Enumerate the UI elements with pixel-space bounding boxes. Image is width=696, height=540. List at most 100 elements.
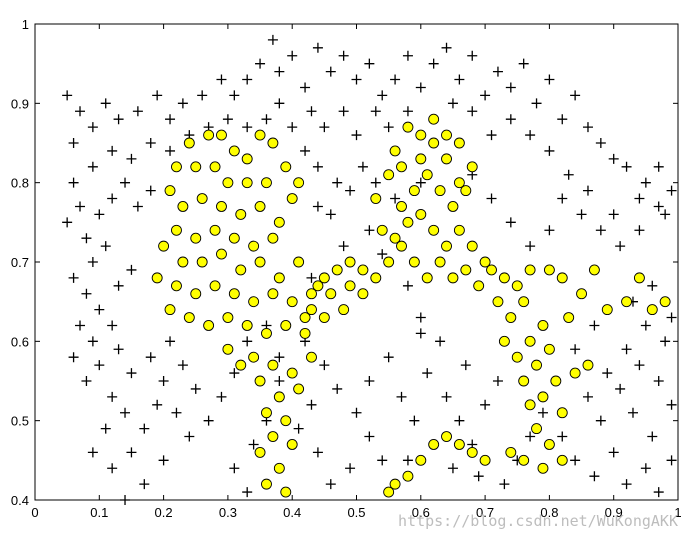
circle-point [429, 225, 439, 235]
circle-point [519, 455, 529, 465]
circle-point [287, 439, 297, 449]
circle-point [454, 225, 464, 235]
circle-point [210, 225, 220, 235]
circle-point [461, 265, 471, 275]
circle-point [377, 225, 387, 235]
x-tick-label: 0.5 [347, 505, 365, 520]
circle-point [281, 416, 291, 426]
circle-point [281, 162, 291, 172]
circle-point [403, 217, 413, 227]
circle-point [435, 186, 445, 196]
circle-point [255, 257, 265, 267]
circle-point [191, 233, 201, 243]
circle-point [358, 289, 368, 299]
circle-point [448, 273, 458, 283]
circle-point [442, 154, 452, 164]
circle-point [210, 281, 220, 291]
circle-point [525, 336, 535, 346]
circle-point [467, 447, 477, 457]
circle-point [268, 233, 278, 243]
circle-point [583, 360, 593, 370]
circle-point [294, 384, 304, 394]
circle-point [223, 344, 233, 354]
circle-point [403, 122, 413, 132]
circle-point [261, 328, 271, 338]
circle-point [249, 297, 259, 307]
circle-point [268, 432, 278, 442]
circle-point [242, 154, 252, 164]
circle-point [660, 297, 670, 307]
circle-point [255, 376, 265, 386]
circle-point [519, 297, 529, 307]
circle-point [384, 487, 394, 497]
circle-point [358, 265, 368, 275]
circle-point [236, 209, 246, 219]
circle-point [326, 289, 336, 299]
circle-point [429, 138, 439, 148]
x-tick-label: 0.4 [283, 505, 301, 520]
circle-point [416, 154, 426, 164]
circle-point [538, 320, 548, 330]
circle-point [409, 186, 419, 196]
circle-point [416, 130, 426, 140]
watermark: https://blog.csdn.net/WuKongAKK [398, 512, 678, 530]
circle-point [403, 471, 413, 481]
circle-point [216, 249, 226, 259]
circle-point [448, 201, 458, 211]
circle-point [204, 130, 214, 140]
circle-point [300, 313, 310, 323]
x-tick-label: 0.3 [219, 505, 237, 520]
circle-point [480, 455, 490, 465]
circle-point [544, 265, 554, 275]
circle-point [268, 138, 278, 148]
circle-point [229, 289, 239, 299]
circle-point [551, 376, 561, 386]
circle-point [281, 320, 291, 330]
circle-point [236, 360, 246, 370]
circle-point [261, 479, 271, 489]
circle-point [557, 273, 567, 283]
circle-point [622, 297, 632, 307]
plot-area [35, 24, 678, 500]
circle-point [184, 313, 194, 323]
circle-point [249, 352, 259, 362]
circle-point [229, 233, 239, 243]
circle-point [306, 352, 316, 362]
circle-point [274, 392, 284, 402]
y-tick-label: 0.6 [11, 334, 29, 349]
circle-point [390, 233, 400, 243]
circle-point [647, 305, 657, 315]
circle-point [242, 178, 252, 188]
circle-point [416, 209, 426, 219]
circle-point [397, 201, 407, 211]
circle-point [506, 447, 516, 457]
circle-point [332, 265, 342, 275]
circle-point [384, 170, 394, 180]
circle-point [274, 273, 284, 283]
circle-point [191, 289, 201, 299]
circle-point [544, 439, 554, 449]
circle-point [442, 130, 452, 140]
circle-point [429, 114, 439, 124]
circle-point [165, 186, 175, 196]
circle-point [487, 265, 497, 275]
circle-point [474, 281, 484, 291]
circle-point [390, 146, 400, 156]
y-tick-label: 1 [22, 17, 29, 32]
circle-point [216, 130, 226, 140]
circle-point [371, 194, 381, 204]
circle-point [416, 455, 426, 465]
circle-point [159, 241, 169, 251]
circle-point [197, 257, 207, 267]
x-tick-label: 0 [31, 505, 38, 520]
circle-point [197, 194, 207, 204]
y-tick-label: 0.9 [11, 96, 29, 111]
circle-point [236, 265, 246, 275]
circle-point [294, 178, 304, 188]
circle-point [319, 273, 329, 283]
circle-point [519, 376, 529, 386]
circle-point [319, 313, 329, 323]
circle-point [512, 281, 522, 291]
circle-point [557, 408, 567, 418]
circle-point [339, 305, 349, 315]
